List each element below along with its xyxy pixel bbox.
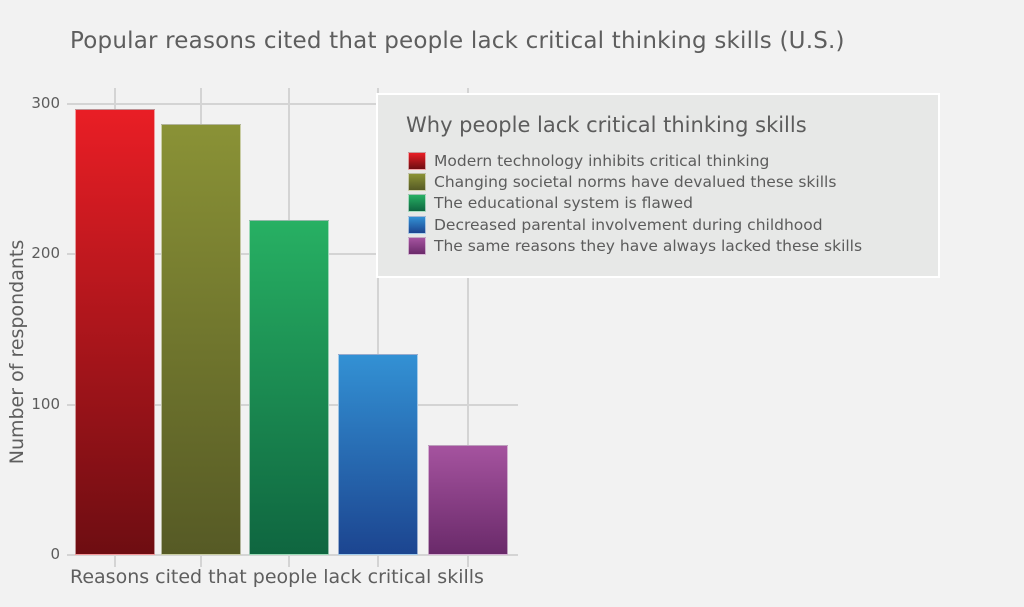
- legend-swatch: [408, 151, 426, 170]
- chart-title: Popular reasons cited that people lack c…: [70, 28, 845, 54]
- gridline-vertical: [377, 88, 379, 567]
- legend-title: Why people lack critical thinking skills: [406, 113, 807, 137]
- gridline-vertical: [467, 88, 469, 567]
- legend-label: The same reasons they have always lacked…: [434, 236, 863, 255]
- legend-items: Modern technology inhibits critical thin…: [408, 150, 862, 256]
- y-tick-200: 200: [31, 244, 60, 262]
- y-tick-100: 100: [31, 395, 60, 413]
- legend-swatch: [408, 194, 426, 213]
- y-tick-300: 300: [31, 94, 60, 112]
- y-tick-0: 0: [50, 545, 60, 563]
- legend-label: Decreased parental involvement during ch…: [434, 215, 823, 234]
- legend-swatch: [408, 215, 426, 234]
- x-axis-label: Reasons cited that people lack critical …: [70, 566, 484, 588]
- y-axis-label: Number of respondants: [6, 239, 28, 465]
- gridline-horizontal: [67, 554, 518, 556]
- legend-label: The educational system is flawed: [434, 194, 693, 213]
- bar: [338, 353, 418, 555]
- legend-swatch: [408, 236, 426, 255]
- legend-item: Modern technology inhibits critical thin…: [408, 150, 862, 171]
- bar: [428, 445, 508, 555]
- bar: [161, 123, 241, 555]
- bar: [75, 108, 155, 555]
- gridline-horizontal: [67, 103, 518, 105]
- bar: [249, 219, 329, 555]
- legend-label: Changing societal norms have devalued th…: [434, 172, 837, 191]
- legend-item: Changing societal norms have devalued th…: [408, 171, 862, 192]
- legend-item: Decreased parental involvement during ch…: [408, 214, 862, 235]
- legend-item: The educational system is flawed: [408, 193, 862, 214]
- legend-swatch: [408, 172, 426, 191]
- legend-item: The same reasons they have always lacked…: [408, 235, 862, 256]
- legend-label: Modern technology inhibits critical thin…: [434, 151, 770, 170]
- legend: Why people lack critical thinking skills…: [376, 93, 940, 278]
